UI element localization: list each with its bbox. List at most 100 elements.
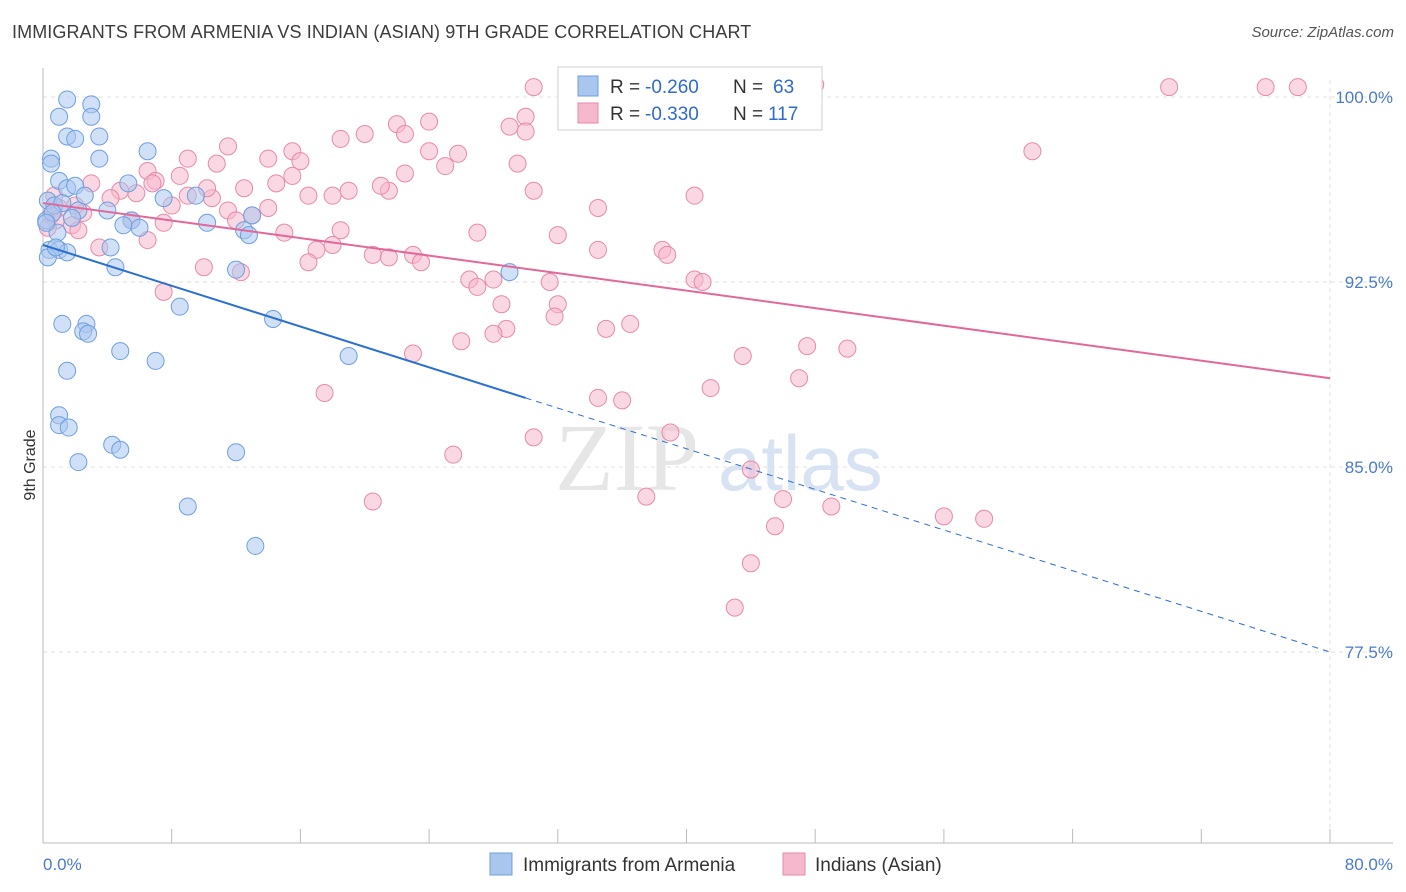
indians-point-65 xyxy=(194,258,213,277)
indians-point-90 xyxy=(613,391,632,410)
armenia-point-56 xyxy=(130,218,149,237)
indians-point-14 xyxy=(420,142,439,161)
legend-swatch-indians xyxy=(577,102,599,124)
x-tick-label-min: 0.0% xyxy=(43,855,82,874)
indians-point-98 xyxy=(363,492,382,511)
trend-lines xyxy=(42,202,1331,653)
indians-trend-line xyxy=(42,202,1331,380)
legend-n-label-indians: N = xyxy=(733,104,763,125)
indians-point-71 xyxy=(693,273,712,291)
x-tick-label-max: 80.0% xyxy=(1345,855,1393,874)
bottom-legend: Immigrants from Armenia Indians (Asian) xyxy=(489,852,942,876)
indians-point-7 xyxy=(420,112,439,131)
indians-point-87 xyxy=(701,379,720,398)
indians-point-47 xyxy=(154,213,173,232)
legend-r-label-armenia: R = xyxy=(610,77,640,98)
armenia-point-36 xyxy=(264,310,283,328)
watermark-zip: ZIP xyxy=(555,404,699,511)
indians-point-15 xyxy=(449,144,468,163)
chart-title: IMMIGRANTS FROM ARMENIA VS INDIAN (ASIAN… xyxy=(12,22,752,42)
indians-point-79 xyxy=(621,314,640,333)
indians-point-83 xyxy=(798,337,817,356)
armenia-point-59 xyxy=(154,189,173,208)
indians-point-80 xyxy=(484,324,503,343)
indians-point-20 xyxy=(178,149,197,168)
armenia-point-60 xyxy=(198,213,217,232)
indians-point-116 xyxy=(395,164,414,183)
armenia-point-15 xyxy=(186,186,205,205)
indians-point-0 xyxy=(524,78,543,97)
indians-point-17 xyxy=(219,137,238,156)
armenia-point-43 xyxy=(339,347,358,365)
indians-point-96 xyxy=(774,490,793,509)
armenia-point-26 xyxy=(239,226,258,245)
indians-point-73 xyxy=(468,277,487,296)
armenia-point-31 xyxy=(101,238,120,257)
indians-point-13 xyxy=(355,125,374,143)
armenia-point-0 xyxy=(58,90,77,109)
armenia-point-2 xyxy=(50,107,69,126)
armenia-point-21 xyxy=(243,206,262,225)
indians-point-93 xyxy=(444,445,463,464)
chart-source: Source: ZipAtlas.com xyxy=(1251,24,1394,41)
indians-point-2 xyxy=(1160,78,1179,97)
armenia-point-52 xyxy=(178,497,197,516)
legend-frame xyxy=(557,66,823,131)
indians-point-85 xyxy=(733,347,752,365)
indians-point-113 xyxy=(436,157,455,176)
legend-swatch-armenia xyxy=(577,75,599,97)
indians-point-4 xyxy=(1288,78,1307,97)
armenia-point-37 xyxy=(53,314,72,333)
armenia-point-51 xyxy=(69,453,88,472)
indians-point-97 xyxy=(822,497,841,516)
indians-point-114 xyxy=(508,154,527,173)
indians-point-92 xyxy=(524,428,543,447)
watermark-atlas: atlas xyxy=(718,419,883,507)
armenia-point-32 xyxy=(227,260,246,279)
armenia-point-14 xyxy=(119,174,138,193)
y-tick-label-2: 85.0% xyxy=(1345,458,1393,477)
y-tick-label-0: 100.0% xyxy=(1335,88,1393,107)
armenia-trend-line xyxy=(42,244,526,399)
indians-point-81 xyxy=(452,332,471,351)
armenia-point-5 xyxy=(66,129,85,148)
armenia-point-24 xyxy=(114,216,133,235)
armenia-point-61 xyxy=(37,213,56,232)
indians-point-112 xyxy=(371,176,390,195)
indians-point-3 xyxy=(1256,78,1275,97)
indians-point-11 xyxy=(516,122,535,141)
indians-point-91 xyxy=(661,423,680,442)
y-tick-label-3: 77.5% xyxy=(1345,643,1393,662)
y-axis-title: 9th Grade xyxy=(22,429,39,500)
armenia-point-49 xyxy=(111,440,130,459)
indians-point-25 xyxy=(283,166,302,185)
indians-point-107 xyxy=(143,174,162,193)
indians-point-19 xyxy=(291,152,310,171)
armenia-point-44 xyxy=(58,361,77,380)
indians-point-58 xyxy=(379,248,398,267)
bottom-legend-label-armenia: Immigrants from Armenia xyxy=(523,855,736,876)
armenia-point-7 xyxy=(138,142,157,161)
series-indians-points xyxy=(38,75,1307,617)
indians-point-102 xyxy=(741,554,760,573)
indians-point-69 xyxy=(540,273,559,291)
indians-point-38 xyxy=(259,199,278,217)
indians-point-5 xyxy=(1023,142,1042,161)
indians-point-88 xyxy=(315,384,334,402)
series-armenia-points xyxy=(37,90,519,555)
indians-point-9 xyxy=(500,117,519,136)
legend-n-value-armenia: 63 xyxy=(773,77,794,98)
armenia-point-42 xyxy=(146,351,165,370)
indians-point-115 xyxy=(275,223,294,242)
armenia-point-53 xyxy=(246,536,265,555)
legend-r-label-indians: R = xyxy=(610,104,640,125)
indians-point-49 xyxy=(331,221,350,240)
indians-point-32 xyxy=(299,186,318,205)
indians-point-103 xyxy=(725,598,744,617)
indians-point-64 xyxy=(658,245,677,264)
legend-n-value-indians: 117 xyxy=(768,104,798,125)
armenia-point-40 xyxy=(79,324,98,343)
indians-point-50 xyxy=(589,199,608,217)
indians-point-30 xyxy=(524,181,543,200)
indians-point-62 xyxy=(589,240,608,259)
